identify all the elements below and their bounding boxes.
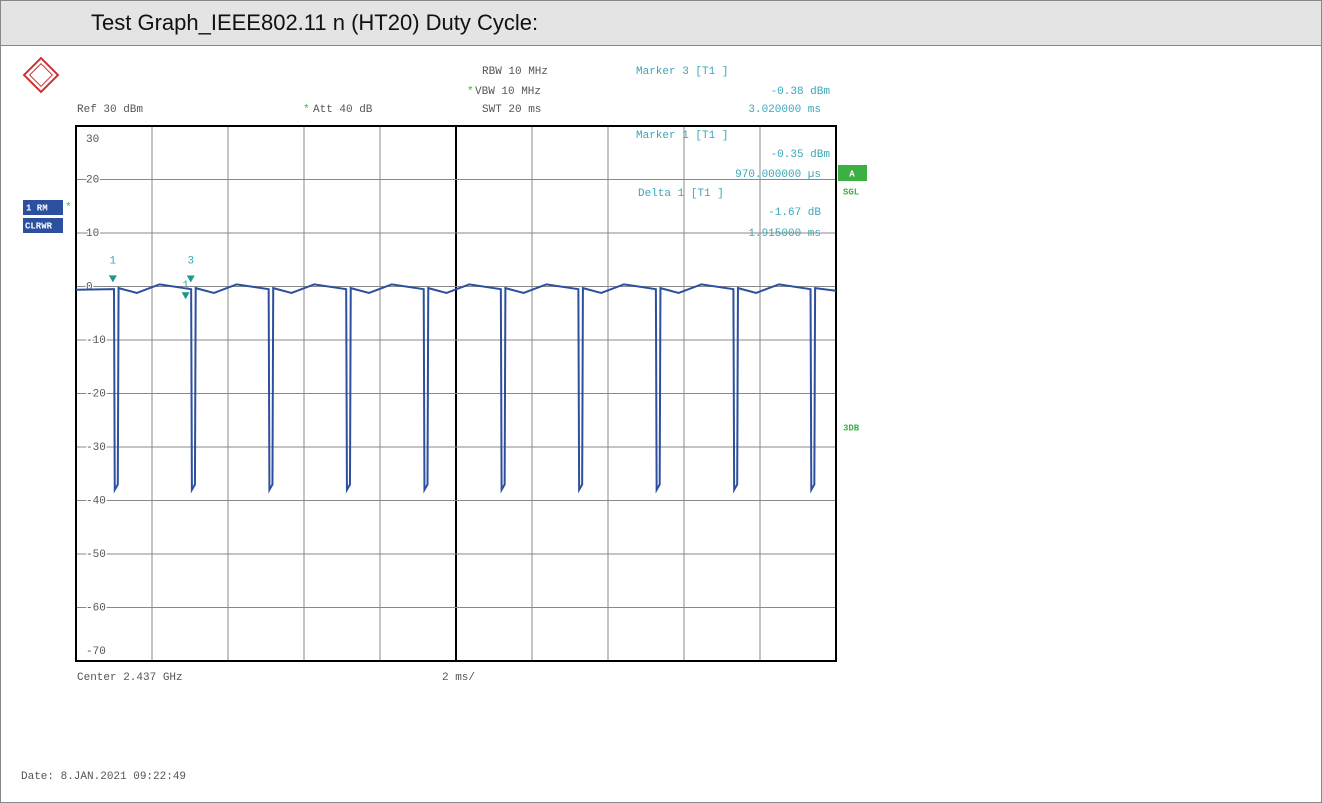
center: Center 2.437 GHz: [77, 672, 183, 684]
marker-title: Marker 1 [T1 ]: [636, 130, 728, 142]
marker: [181, 292, 190, 300]
marker-title: Delta 1 [T1 ]: [638, 188, 724, 200]
status-box: [838, 165, 867, 181]
y-tick-label: -70: [86, 646, 106, 658]
y-tick-label: -30: [86, 442, 106, 454]
trace-mode: 1 RM: [26, 203, 48, 213]
logo: [22, 56, 60, 94]
status-a: A: [849, 169, 855, 179]
rbw: RBW 10 MHz: [482, 66, 548, 78]
marker-title: Marker 3 [T1 ]: [636, 66, 728, 78]
y-tick-label: -10: [86, 335, 106, 347]
title: Test Graph_IEEE802.11 n (HT20) Duty Cycl…: [91, 10, 539, 35]
y-tick-label: -50: [86, 549, 106, 561]
y-tick-label: -20: [86, 388, 106, 400]
y-tick-label: -40: [86, 495, 106, 507]
vbw-flag: *: [467, 86, 474, 98]
att-flag: *: [303, 104, 310, 116]
ref: Ref 30 dBm: [77, 104, 143, 116]
y-tick-label: 0: [86, 281, 93, 293]
marker-position: 970.000000 µs: [735, 169, 821, 181]
marker-position: 3.020000 ms: [748, 104, 821, 116]
status-3db: 3DB: [843, 423, 860, 433]
header: Test Graph_IEEE802.11 n (HT20) Duty Cycl…: [1, 1, 1321, 46]
trace-clear: CLRWR: [25, 221, 53, 231]
trace: [75, 283, 837, 494]
swt: SWT 20 ms: [482, 104, 541, 116]
span: 2 ms/: [442, 672, 475, 684]
trace-box: [23, 218, 63, 233]
vbw: VBW 10 MHz: [475, 86, 541, 98]
marker-level: -1.67 dB: [768, 207, 821, 219]
date: Date: 8.JAN.2021 09:22:49: [21, 771, 186, 783]
plot-frame: [75, 125, 837, 662]
marker-label: 1: [110, 255, 117, 267]
marker-label: 3: [187, 255, 194, 267]
status-sgl: SGL: [843, 187, 859, 197]
trace-box: [23, 200, 63, 215]
marker-level: -0.35 dBm: [771, 149, 831, 161]
y-tick-label: 30: [86, 134, 99, 146]
marker: [186, 275, 195, 283]
marker-position: 1.915000 ms: [748, 228, 821, 240]
y-tick-label: 20: [86, 174, 99, 186]
marker-label: 1: [182, 280, 189, 292]
trace-flag: *: [65, 202, 72, 214]
att: Att 40 dB: [313, 104, 373, 116]
marker: [108, 275, 117, 283]
y-tick-label: 10: [86, 228, 99, 240]
marker-level: -0.38 dBm: [771, 86, 831, 98]
y-tick-label: -60: [86, 602, 106, 614]
